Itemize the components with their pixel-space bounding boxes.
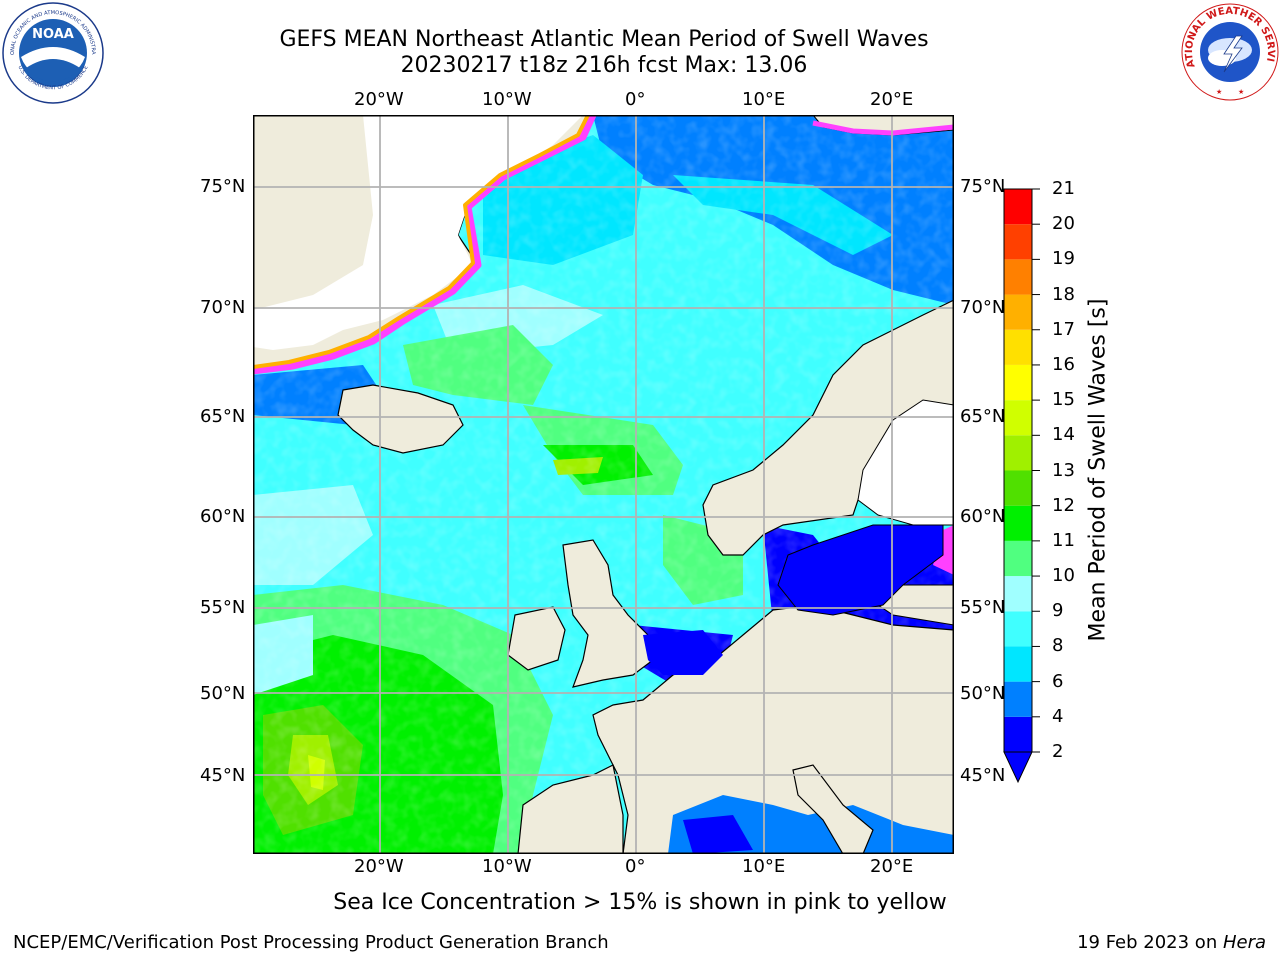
colorbar-bin bbox=[1004, 189, 1032, 225]
colorbar-tick-label: 4 bbox=[1052, 705, 1064, 727]
lon-label-top: 20°E bbox=[870, 89, 914, 110]
svg-text:★: ★ bbox=[1216, 88, 1222, 96]
colorbar-title: Mean Period of Swell Waves [s] bbox=[1085, 298, 1111, 642]
iberia-land bbox=[517, 764, 624, 854]
colorbar-tick-label: 6 bbox=[1052, 670, 1064, 692]
lat-label-left: 60°N bbox=[200, 506, 246, 527]
colorbar-tick-label: 16 bbox=[1052, 353, 1075, 375]
footer-date-text: 19 Feb 2023 on bbox=[1077, 932, 1223, 953]
colorbar bbox=[1003, 188, 1040, 784]
colorbar-bin bbox=[1004, 681, 1032, 717]
colorbar-bin bbox=[1004, 364, 1032, 401]
colorbar-tick-label: 17 bbox=[1052, 318, 1075, 340]
colorbar-tick-label: 2 bbox=[1052, 741, 1064, 762]
colorbar-tick-label: 10 bbox=[1052, 565, 1075, 587]
footer-date: 19 Feb 2023 on Hera bbox=[1077, 932, 1266, 953]
lat-label-right: 45°N bbox=[960, 765, 1006, 786]
colorbar-bin bbox=[1004, 716, 1032, 752]
map-subtitle: 20230217 t18z 216h fcst Max: 13.06 bbox=[400, 53, 808, 78]
colorbar-bin bbox=[1004, 540, 1032, 577]
colorbar-tick-label: 11 bbox=[1052, 529, 1075, 551]
lat-label-right: 70°N bbox=[960, 297, 1006, 318]
colorbar-extend-min bbox=[1003, 751, 1033, 784]
nws-logo: NATIONAL WEATHER SERVICE ★ ★ bbox=[1180, 2, 1279, 101]
lat-label-right: 75°N bbox=[960, 176, 1006, 197]
colorbar-bin bbox=[1004, 505, 1032, 541]
colorbar-bin bbox=[1004, 470, 1032, 506]
colorbar-bin bbox=[1004, 400, 1032, 436]
lat-label-right: 55°N bbox=[960, 597, 1006, 618]
colorbar-tick-label: 18 bbox=[1052, 283, 1075, 305]
colorbar-bin bbox=[1004, 294, 1032, 330]
lon-label-bottom: 10°W bbox=[482, 856, 532, 877]
lat-label-left: 55°N bbox=[200, 597, 246, 618]
svg-text:★: ★ bbox=[1238, 88, 1244, 96]
lat-label-left: 65°N bbox=[200, 406, 246, 427]
great-britain-land bbox=[562, 539, 654, 688]
lon-label-bottom: 0° bbox=[625, 856, 646, 877]
ireland-land bbox=[507, 606, 566, 671]
colorbar-bin bbox=[1004, 646, 1032, 682]
footer-host: Hera bbox=[1222, 932, 1266, 953]
colorbar-bin bbox=[1004, 224, 1032, 260]
lon-label-top: 10°W bbox=[482, 89, 532, 110]
lat-label-right: 65°N bbox=[960, 406, 1006, 427]
svg-text:NOAA: NOAA bbox=[32, 27, 74, 42]
colorbar-bin bbox=[1004, 329, 1032, 365]
lat-label-left: 75°N bbox=[200, 176, 246, 197]
footer-credit: NCEP/EMC/Verification Post Processing Pr… bbox=[13, 932, 609, 953]
colorbar-tick-label: 19 bbox=[1052, 248, 1075, 270]
colorbar-tick-label: 14 bbox=[1052, 424, 1075, 446]
colorbar-tick-label: 21 bbox=[1052, 178, 1075, 199]
colorbar-tick-label: 20 bbox=[1052, 213, 1075, 235]
colorbar-bin bbox=[1004, 611, 1032, 647]
colorbar-bin bbox=[1004, 435, 1032, 471]
lon-label-bottom: 10°E bbox=[742, 856, 786, 877]
lat-label-left: 70°N bbox=[200, 297, 246, 318]
lon-label-top: 10°E bbox=[742, 89, 786, 110]
colorbar-tick-label: 8 bbox=[1052, 635, 1064, 657]
sea-ice-edge bbox=[253, 115, 597, 375]
lat-label-left: 50°N bbox=[200, 683, 246, 704]
lat-label-right: 50°N bbox=[960, 683, 1006, 704]
colorbar-bin bbox=[1004, 576, 1032, 612]
swell-period-map bbox=[253, 115, 954, 854]
lon-label-bottom: 20°E bbox=[870, 856, 914, 877]
colorbar-bin bbox=[1004, 259, 1032, 295]
graticule bbox=[253, 115, 954, 854]
sea-ice-note: Sea Ice Concentration > 15% is shown in … bbox=[333, 890, 947, 915]
colorbar-tick-label: 12 bbox=[1052, 494, 1075, 516]
map-title: GEFS MEAN Northeast Atlantic Mean Period… bbox=[279, 27, 929, 52]
iceland-land bbox=[337, 384, 464, 454]
lat-label-left: 45°N bbox=[200, 765, 246, 786]
lon-label-top: 0° bbox=[625, 89, 646, 110]
lat-label-right: 60°N bbox=[960, 506, 1006, 527]
noaa-logo: NOAA NATIONAL OCEANIC AND ATMOSPHERIC AD… bbox=[2, 2, 104, 104]
colorbar-tick-label: 13 bbox=[1052, 459, 1075, 481]
colorbar-tick-label: 15 bbox=[1052, 389, 1075, 411]
colorbar-tick-label: 9 bbox=[1052, 600, 1064, 622]
lon-label-bottom: 20°W bbox=[354, 856, 404, 877]
lon-label-top: 20°W bbox=[354, 89, 404, 110]
